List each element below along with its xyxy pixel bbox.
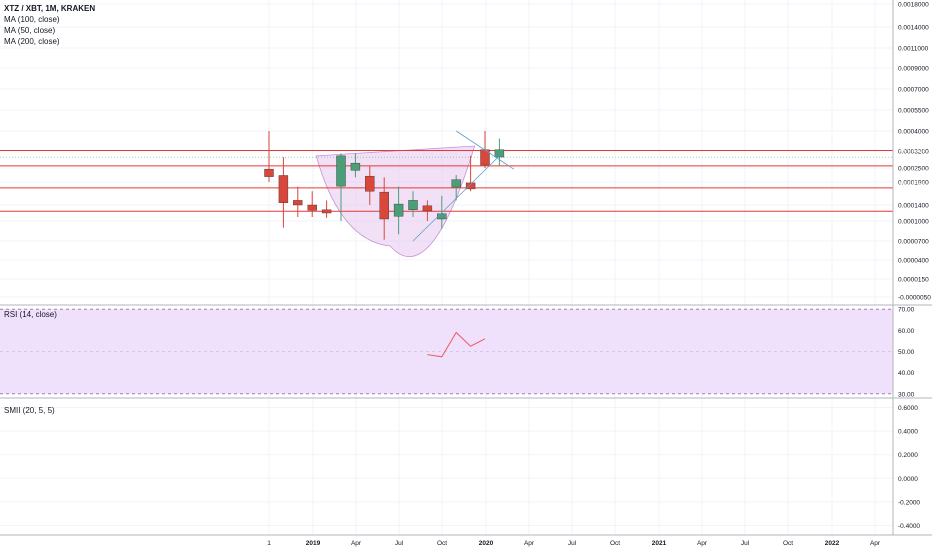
rsi-band-fill	[0, 308, 893, 395]
candle-body-14	[465, 182, 476, 190]
price-tick-8: 0.0002500	[898, 166, 929, 173]
time-tick-7: Jul	[568, 540, 577, 547]
candle-body-4	[321, 209, 332, 214]
rsi-tick-1: 60.00	[898, 328, 915, 335]
grid-lines	[0, 0, 893, 535]
time-tick-0: 1	[267, 540, 271, 547]
rsi-tick-3: 40.00	[898, 370, 915, 377]
price-tick-14: 0.0000150	[898, 277, 929, 284]
candle-body-0	[264, 168, 274, 177]
time-tick-10: Apr	[697, 540, 708, 547]
price-tick-10: 0.0001400	[898, 203, 929, 210]
candle-body-13	[451, 179, 461, 188]
price-tick-13: 0.0000400	[898, 258, 929, 265]
trend-line-upper	[455, 130, 515, 170]
indicator-ma50[interactable]: MA (50, close)	[4, 26, 56, 35]
time-tick-1: 2019	[306, 540, 321, 547]
smii-tick-1: 0.4000	[898, 429, 918, 436]
time-tick-6: Apr	[524, 540, 535, 547]
time-tick-2: Apr	[351, 540, 362, 547]
price-tick-9: 0.0001900	[898, 180, 929, 187]
price-tick-5: 0.0005500	[898, 108, 929, 115]
price-tick-3: 0.0009000	[898, 66, 929, 73]
indicator-ma100[interactable]: MA (100, close)	[4, 15, 60, 24]
smii-label[interactable]: SMII (20, 5, 5)	[4, 406, 55, 415]
price-tag-level-2: 0.0002586	[895, 181, 926, 188]
time-tick-8: Oct	[610, 540, 620, 547]
price-tick-11: 0.0001000	[898, 219, 929, 226]
candle-body-11	[422, 205, 433, 212]
candlestick-series[interactable]	[264, 131, 505, 240]
time-axis-ticks: 1 2019 Apr Jul Oct 2020 Apr Jul Oct 2021 Apr Jul Oct…	[267, 540, 881, 547]
smii-tick-0: 0.6000	[898, 405, 918, 412]
trend-lines	[412, 130, 515, 242]
price-tag-resistance-upper: 0.0003221	[895, 147, 926, 154]
rsi-axis-ticks: 70.00 60.00 50.00 40.00 30.00	[898, 307, 915, 399]
candle-body-2	[293, 200, 303, 206]
rsi-tick-2: 50.00	[898, 349, 915, 356]
rsi-series	[427, 331, 486, 358]
time-tick-13: 2022	[825, 540, 840, 547]
time-tick-12: Oct	[783, 540, 793, 547]
candle-body-10	[408, 200, 418, 210]
price-tick-2: 0.0011000	[898, 46, 929, 53]
price-tag-level-3: 0.0001773	[895, 190, 926, 197]
rsi-label[interactable]: RSI (14, close)	[4, 310, 57, 319]
smii-tick-3: 0.0000	[898, 476, 918, 483]
indicator-ma200[interactable]: MA (200, close)	[4, 37, 60, 46]
price-tick-0: 0.0018000	[898, 2, 929, 9]
candle-body-8	[379, 191, 389, 220]
time-tick-9: 2021	[652, 540, 667, 547]
candle-body-5	[336, 155, 346, 187]
price-tick-7: 0.0003200	[898, 149, 929, 156]
time-tick-5: 2020	[479, 540, 494, 547]
rsi-tick-0: 70.00	[898, 307, 915, 314]
smii-axis-ticks: 0.6000 0.4000 0.2000 0.0000 -0.2000 -0.4000	[898, 405, 920, 530]
trend-line-lower	[412, 155, 500, 242]
support-resistance-lines	[0, 149, 893, 212]
smii-tick-5: -0.4000	[898, 523, 920, 530]
axes	[0, 0, 932, 536]
candle-body-16	[494, 149, 505, 158]
price-tick-1: 0.0014000	[898, 25, 929, 32]
time-tick-11: Jul	[741, 540, 750, 547]
candle-body-1	[278, 175, 289, 203]
candle-body-3	[307, 204, 317, 211]
chart-legend: XTZ / XBT, 1M, KRAKEN MA (100, close) MA…	[4, 3, 95, 47]
candle-body-7	[365, 175, 375, 192]
price-tag-level-4: 0.0001243	[895, 210, 926, 217]
candle-body-9	[393, 203, 404, 217]
price-axis-ticks: 0.0018000 0.0014000 0.0011000 0.0009000 0.00…	[898, 2, 931, 302]
symbol-title: XTZ / XBT, 1M, KRAKEN	[4, 4, 96, 13]
time-tick-14: Apr	[870, 540, 881, 547]
price-tick-15: -0.0000050	[898, 295, 931, 302]
time-tick-4: Oct	[437, 540, 447, 547]
rsi-tick-4: 30.00	[898, 391, 915, 398]
price-tick-6: 0.0004000	[898, 129, 929, 136]
smii-tick-4: -0.2000	[898, 499, 920, 506]
price-tick-4: 0.0007000	[898, 87, 929, 94]
smii-tick-2: 0.2000	[898, 452, 918, 459]
price-tag-countdown: 14d 8h	[910, 169, 930, 176]
price-tag-last-price: 0.0002948	[895, 158, 926, 165]
price-tick-12: 0.0000700	[898, 239, 929, 246]
rsi-line	[427, 331, 486, 358]
candle-body-6	[350, 162, 361, 171]
candle-body-12	[437, 213, 447, 220]
time-tick-3: Jul	[395, 540, 404, 547]
